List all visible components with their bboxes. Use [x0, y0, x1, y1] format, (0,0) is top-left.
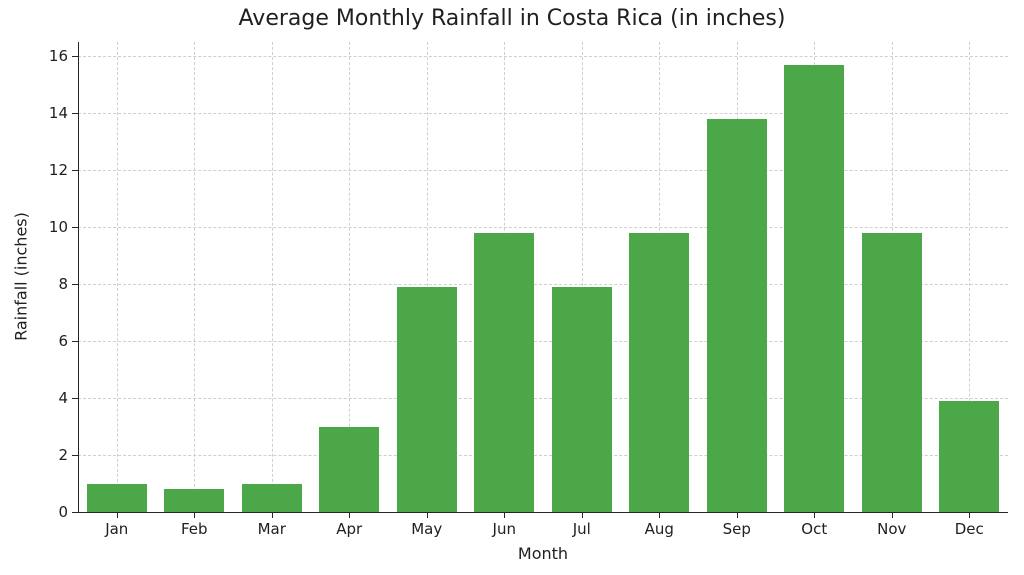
bar — [242, 484, 302, 512]
x-tick-label: Jan — [105, 520, 128, 538]
y-tick-label: 16 — [38, 47, 68, 65]
bar — [707, 119, 767, 512]
y-tick-label: 10 — [38, 218, 68, 236]
x-tick-label: Jun — [493, 520, 516, 538]
x-axis-label: Month — [78, 544, 1008, 563]
bar — [862, 233, 922, 512]
bar — [474, 233, 534, 512]
chart-title: Average Monthly Rainfall in Costa Rica (… — [0, 6, 1024, 31]
y-tick-label: 12 — [38, 161, 68, 179]
bar — [319, 427, 379, 512]
chart-container: Average Monthly Rainfall in Costa Rica (… — [0, 0, 1024, 575]
y-tick-label: 2 — [38, 446, 68, 464]
x-tick-label: Dec — [955, 520, 984, 538]
bar — [397, 287, 457, 512]
grid-horizontal — [78, 170, 1008, 171]
x-axis-line — [78, 512, 1008, 513]
plot-area: 0246810121416JanFebMarAprMayJunJulAugSep… — [78, 42, 1008, 512]
x-tick-label: Sep — [723, 520, 751, 538]
grid-horizontal — [78, 113, 1008, 114]
grid-horizontal — [78, 56, 1008, 57]
x-tick-label: Oct — [801, 520, 827, 538]
y-tick-label: 8 — [38, 275, 68, 293]
y-tick-label: 0 — [38, 503, 68, 521]
y-tick-label: 14 — [38, 104, 68, 122]
bar — [164, 489, 224, 512]
x-tick-label: Nov — [877, 520, 906, 538]
y-axis-line — [78, 42, 79, 512]
y-tick-label: 6 — [38, 332, 68, 350]
grid-vertical — [194, 42, 195, 512]
grid-vertical — [272, 42, 273, 512]
x-tick-label: Jul — [573, 520, 591, 538]
bar — [87, 484, 147, 512]
y-axis-label: Rainfall (inches) — [12, 197, 31, 357]
bar — [784, 65, 844, 512]
x-tick-label: Feb — [181, 520, 208, 538]
grid-horizontal — [78, 227, 1008, 228]
x-tick-label: May — [411, 520, 442, 538]
bar — [552, 287, 612, 512]
x-tick-label: Aug — [645, 520, 674, 538]
grid-vertical — [117, 42, 118, 512]
bar — [939, 401, 999, 512]
bar — [629, 233, 689, 512]
y-tick-label: 4 — [38, 389, 68, 407]
x-tick-label: Apr — [336, 520, 362, 538]
x-tick-label: Mar — [258, 520, 286, 538]
